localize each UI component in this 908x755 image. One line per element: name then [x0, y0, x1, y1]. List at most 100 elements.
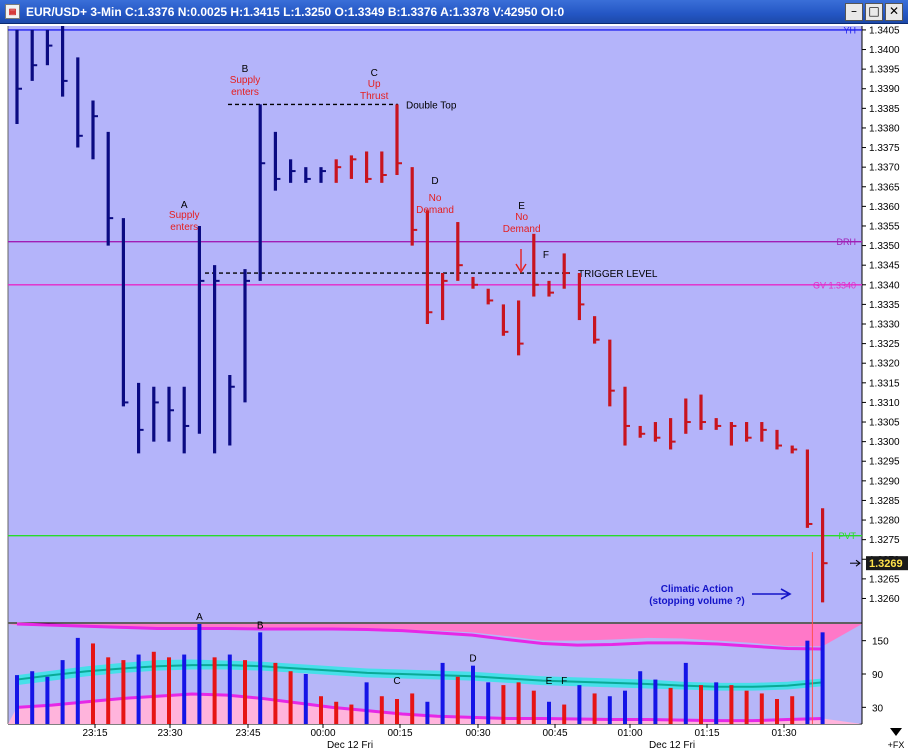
price-tick-label: 1.3285	[869, 496, 900, 507]
volume-bar	[30, 671, 35, 724]
price-bar	[486, 288, 494, 305]
volume-bar	[775, 699, 779, 724]
price-tick-label: 1.3345	[869, 261, 900, 272]
price-volume-chart[interactable]: YH DRH GV 1.3340 PVT Double Top TRIGGER LEVEL…	[0, 24, 908, 751]
volume-bar	[486, 682, 491, 724]
chart-annotations: ASupplyentersBSupplyentersCUpThrustDNoDe…	[169, 64, 792, 607]
volume-bar	[516, 682, 521, 724]
price-bar	[30, 29, 38, 81]
volume-panel: A B C D E F	[8, 552, 862, 724]
price-tick-label: 1.3340	[869, 280, 900, 291]
annotation-text: enters	[170, 222, 198, 233]
price-bar	[137, 382, 144, 454]
scroll-down-icon[interactable]	[890, 728, 902, 736]
volume-letter-e: E	[546, 676, 553, 687]
date-label: Dec 12 Fri	[649, 740, 695, 750]
price-bar	[729, 422, 737, 446]
volume-bar	[395, 699, 399, 724]
date-label: Dec 12 Fri	[327, 740, 373, 750]
maximize-button[interactable]: □	[865, 3, 883, 21]
volume-bar	[455, 676, 460, 724]
price-bar	[380, 151, 387, 183]
annotation-text: enters	[231, 87, 259, 98]
volume-bar	[805, 640, 810, 724]
dashed-level-label: Double Top	[406, 100, 457, 111]
time-tick-label: 01:00	[617, 728, 642, 739]
price-bar	[410, 167, 418, 246]
volume-bar	[15, 675, 19, 724]
price-bar	[608, 339, 615, 407]
price-bar	[562, 253, 570, 289]
chart-area[interactable]: YH DRH GV 1.3340 PVT Double Top TRIGGER LEVEL…	[0, 24, 908, 751]
price-bar	[334, 159, 342, 183]
price-bar	[319, 167, 326, 183]
price-bar	[243, 269, 250, 403]
annotation-letter-a: A	[181, 200, 188, 211]
volume-bar	[151, 651, 156, 724]
price-bar	[349, 155, 357, 179]
annotation-text: Supply	[230, 75, 261, 86]
price-tick-label: 1.3365	[869, 182, 900, 193]
volume-bar	[562, 704, 567, 724]
chart-app-icon[interactable]: ▤	[5, 4, 20, 19]
price-tick-label: 1.3335	[869, 300, 900, 311]
minimize-button[interactable]: –	[845, 3, 863, 21]
volume-letter-d: D	[469, 654, 476, 665]
time-tick-label: 00:00	[310, 728, 335, 739]
price-tick-label: 1.3315	[869, 378, 900, 389]
price-bar	[273, 131, 281, 191]
price-tick-label: 1.3355	[869, 221, 900, 232]
volume-lower-band	[8, 694, 862, 724]
price-tick-label: 1.3350	[869, 241, 900, 252]
price-bar	[213, 265, 220, 454]
price-tick-label: 1.3385	[869, 104, 900, 115]
dashed-level-label: TRIGGER LEVEL	[578, 269, 658, 280]
volume-bar	[258, 632, 263, 724]
volume-bar	[425, 701, 430, 724]
volume-bar	[75, 637, 80, 724]
volume-bar	[744, 690, 749, 724]
climactic-annotation: (stopping volume ?)	[649, 596, 745, 607]
price-panel-bg	[8, 26, 862, 622]
close-button[interactable]: ✕	[885, 3, 903, 21]
volume-bar	[410, 693, 415, 724]
volume-bar	[638, 671, 643, 724]
time-tick-label: 00:15	[387, 728, 412, 739]
volume-bar	[607, 696, 612, 724]
volume-letter-b: B	[257, 620, 264, 631]
price-bar	[668, 418, 676, 450]
annotation-letter-f: F	[543, 250, 549, 261]
price-bar	[532, 233, 539, 297]
price-tick-label: 1.3300	[869, 437, 900, 448]
volume-bar	[227, 654, 232, 724]
price-tick-label: 1.3360	[869, 202, 900, 213]
price-tick-label: 1.3275	[869, 535, 900, 546]
annotation-text: Up	[368, 79, 381, 90]
price-pointer-icon	[855, 559, 861, 567]
volume-bar	[547, 701, 551, 724]
level-label: GV 1.3340	[813, 280, 856, 290]
window-titlebar: ▤ EUR/USD+ 3-Min C:1.3376 N:0.0025 H:1.3…	[0, 0, 908, 24]
price-tick-label: 1.3375	[869, 143, 900, 154]
level-label: PVT	[838, 531, 856, 541]
volume-bar	[592, 693, 597, 724]
volume-bar	[668, 687, 673, 724]
price-tick-label: 1.3405	[869, 25, 900, 36]
volume-tick-label: 30	[872, 703, 884, 714]
volume-bar	[197, 624, 202, 724]
annotation-text: Thrust	[360, 91, 389, 102]
volume-letter-a: A	[196, 612, 203, 623]
price-tick-label: 1.3310	[869, 398, 900, 409]
time-tick-label: 23:30	[157, 728, 182, 739]
price-bar	[699, 394, 706, 430]
volume-bar	[683, 662, 688, 724]
climactic-annotation: Climatic Action	[661, 584, 733, 595]
price-bar	[228, 374, 235, 446]
volume-bar	[699, 685, 703, 724]
price-bar	[638, 425, 646, 438]
price-bar	[760, 422, 767, 442]
annotation-text: No	[515, 212, 528, 223]
volume-bar	[531, 690, 536, 724]
volume-bar	[653, 679, 658, 724]
annotation-text: Demand	[503, 224, 541, 235]
